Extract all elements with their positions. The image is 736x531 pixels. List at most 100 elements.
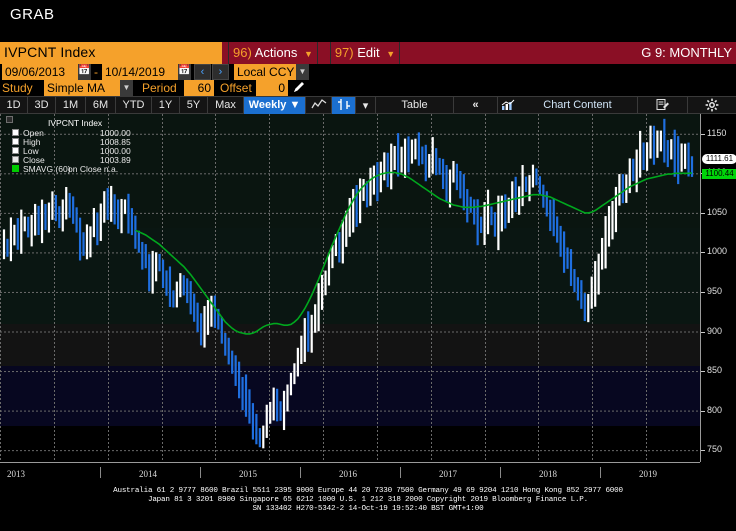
calendar-icon-to[interactable]: 📅 [178, 64, 191, 80]
chart-legend: IVPCNT Index Open 1000.00 High 1008.85 L… [6, 116, 146, 174]
chevron-down-icon-currency[interactable]: ▼ [296, 64, 309, 80]
price-tick-950: 950 [707, 285, 723, 296]
legend-row-open[interactable]: Open 1000.00 [12, 128, 146, 138]
price-tick-mark [701, 450, 705, 452]
chevron-down-icon-study[interactable]: ▼ [120, 80, 133, 96]
price-tick-mark [701, 291, 705, 293]
ticker-input[interactable]: IVPCNT Index [0, 42, 222, 64]
footer-line-2: Japan 81 3 3201 8900 Singapore 65 6212 1… [147, 496, 589, 504]
collapse-panel-button[interactable]: « [454, 97, 498, 114]
legend-label-high: High [23, 137, 41, 147]
study-select[interactable]: Simple MA [44, 80, 120, 96]
date-axis-separator [100, 467, 101, 478]
range-max-button[interactable]: Max [208, 97, 244, 114]
legend-label-open: Open [23, 128, 44, 138]
legend-drag-handle[interactable] [6, 116, 13, 123]
next-period-button[interactable]: › [212, 64, 229, 80]
legend-value-open: 1000.00 [100, 128, 131, 138]
more-chart-types-button[interactable]: ▾ [356, 97, 376, 114]
legend-swatch-close [12, 156, 19, 163]
price-tick-mark [701, 252, 705, 254]
date-tick-2014: 2014 [139, 469, 157, 479]
interval-label: Weekly [248, 99, 287, 111]
edit-menu-button[interactable]: 97) Edit ▼ [330, 42, 400, 64]
plot-band-5 [0, 426, 700, 462]
calendar-icon-from[interactable]: 📅 [78, 64, 91, 80]
study-label: Study [2, 81, 33, 95]
legend-title: IVPCNT Index [48, 118, 103, 128]
plot-band-4 [0, 366, 700, 426]
range-1y-button[interactable]: 1Y [152, 97, 180, 114]
gear-icon[interactable] [688, 97, 736, 114]
footer-line-1: Australia 61 2 9777 8600 Brazil 5511 239… [113, 487, 623, 495]
chart-plot-area[interactable] [0, 114, 700, 462]
legend-swatch-low [12, 147, 19, 154]
price-tick-mark [701, 371, 705, 373]
legend-label-smavg: SMAVG (60) [23, 164, 71, 174]
range-5y-button[interactable]: 5Y [180, 97, 208, 114]
grab-label: GRAB [10, 6, 55, 23]
legend-label-close: Close [23, 155, 45, 165]
date-from-input[interactable]: 09/06/2013 [2, 64, 78, 80]
range-3d-button[interactable]: 3D [28, 97, 56, 114]
legend-swatch-smavg [12, 165, 19, 172]
price-tick-1150: 1150 [707, 127, 727, 138]
grab-title-bar: GRAB [0, 0, 736, 42]
chart-toolbar: 1D 3D 1M 6M YTD 1Y 5Y Max Weekly ▼ ▾ Tab… [0, 96, 736, 114]
bar-chart-icon[interactable] [332, 97, 356, 114]
date-axis-separator [600, 467, 601, 478]
chevron-down-icon-interval: ▼ [289, 99, 301, 111]
price-tick-1050: 1050 [707, 206, 728, 217]
line-chart-icon[interactable] [306, 97, 332, 114]
period-label: Period [142, 81, 177, 95]
chart-content-button[interactable]: Chart Content [518, 97, 638, 114]
range-1d-button[interactable]: 1D [0, 97, 28, 114]
actions-number: 96) [233, 45, 252, 60]
edit-number: 97) [334, 45, 354, 60]
price-tick-750: 750 [707, 444, 723, 455]
chart-content-icon[interactable] [498, 97, 518, 114]
offset-label: Offset [220, 81, 252, 95]
screen-code-label: G 9: MONTHLY [641, 45, 732, 60]
currency-select[interactable]: Local CCY [234, 64, 296, 80]
command-header: IVPCNT Index 96) Actions ▼ 97) Edit ▼ G … [0, 42, 736, 64]
legend-row-high[interactable]: High 1008.85 [12, 137, 146, 147]
legend-row-low[interactable]: Low 1000.00 [12, 146, 146, 156]
offset-input[interactable]: 0 [256, 80, 288, 96]
actions-menu-button[interactable]: 96) Actions ▼ [228, 42, 318, 64]
ma-price-tag: 1100.44 [702, 168, 736, 179]
plot-band-3 [0, 324, 700, 366]
price-tick-850: 850 [707, 365, 723, 376]
table-button[interactable]: Table [376, 97, 454, 114]
date-axis-separator [300, 467, 301, 478]
plot-band-2 [0, 228, 700, 324]
chart-svg [0, 114, 700, 462]
date-axis-separator [500, 467, 501, 478]
annotate-icon[interactable] [638, 97, 688, 114]
legend-swatch-open [12, 129, 19, 136]
date-tick-2016: 2016 [339, 469, 357, 479]
interval-select[interactable]: Weekly ▼ [244, 97, 306, 114]
date-tick-2017: 2017 [439, 469, 457, 479]
price-tick-mark [701, 212, 705, 214]
price-tick-900: 900 [707, 325, 723, 336]
date-tick-2015: 2015 [239, 469, 257, 479]
range-6m-button[interactable]: 6M [86, 97, 116, 114]
price-tick-1000: 1000 [707, 246, 728, 257]
pencil-icon[interactable] [292, 80, 306, 99]
date-to-input[interactable]: 10/14/2019 [102, 64, 178, 80]
legend-detail-smavg: on Close n.a. [68, 164, 119, 174]
last-price-tag: 1111.61 [702, 154, 736, 165]
date-range-row: 09/06/2013 📅 - 10/14/2019 📅 ‹ › Local CC… [0, 64, 736, 145]
actions-label: Actions [254, 45, 298, 60]
range-1m-button[interactable]: 1M [56, 97, 86, 114]
legend-row-smavg[interactable]: SMAVG (60) on Close n.a. [12, 164, 152, 174]
period-input[interactable]: 60 [184, 80, 214, 96]
date-axis[interactable]: 2013 2014 2015 2016 2017 2018 2019 [0, 462, 700, 484]
legend-row-close[interactable]: Close 1003.89 [12, 155, 146, 165]
prev-period-button[interactable]: ‹ [194, 64, 211, 80]
legend-swatch-high [12, 138, 19, 145]
price-axis[interactable]: 1150110010501000950900850800750 1111.61 … [700, 114, 736, 462]
range-ytd-button[interactable]: YTD [116, 97, 152, 114]
